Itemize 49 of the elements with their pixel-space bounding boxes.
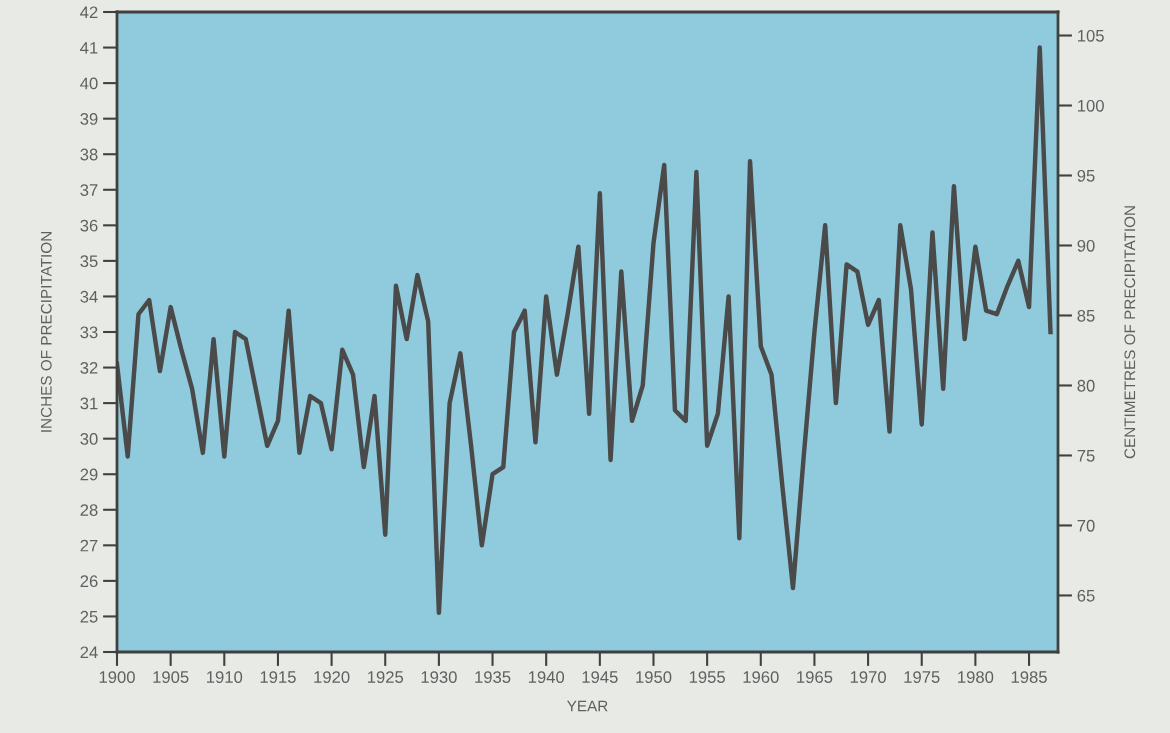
- x-tick-label: 1925: [367, 671, 404, 683]
- y2-tick-label: 65: [1077, 589, 1095, 602]
- y2-tick-label: 80: [1077, 379, 1095, 392]
- x-tick-label: 1965: [797, 671, 833, 683]
- x-tick-label: 1955: [689, 671, 725, 683]
- y-tick-label: 31: [80, 397, 98, 410]
- y-axis-title: INCHES OF PRECIPITATION: [40, 232, 52, 432]
- x-tick-label: 1980: [958, 671, 994, 683]
- y-tick-label: 38: [80, 148, 98, 161]
- y-tick-label: 28: [80, 504, 98, 516]
- y-tick-label: 32: [80, 361, 98, 374]
- x-axis-title: YEAR: [567, 700, 608, 712]
- x-tick-label: 1970: [850, 671, 886, 683]
- x-tick-label: 1960: [743, 671, 779, 683]
- x-tick-label: 1905: [153, 671, 189, 683]
- y2-tick-label: 105: [1078, 29, 1104, 42]
- x-tick-label: 1920: [314, 671, 350, 683]
- y-tick-label: 40: [80, 77, 98, 90]
- y-tick-label: 24: [80, 646, 98, 659]
- x-tick-label: 1935: [475, 671, 511, 683]
- x-tick-label: 1945: [582, 671, 618, 683]
- x-tick-label: 1975: [904, 671, 940, 683]
- x-tick-label: 1930: [421, 671, 457, 683]
- y-tick-label: 37: [80, 184, 98, 196]
- y2-tick-label: 95: [1077, 169, 1095, 182]
- y-tick-label: 25: [80, 610, 98, 623]
- x-tick-label: 1900: [99, 671, 135, 683]
- y-tick-label: 39: [80, 113, 98, 125]
- x-tick-label: 1915: [260, 671, 296, 683]
- y-tick-label: 42: [80, 6, 98, 19]
- y2-tick-label: 90: [1077, 239, 1095, 252]
- y-tick-label: 41: [80, 42, 98, 54]
- y-tick-label: 27: [80, 539, 98, 552]
- x-tick-label: 1910: [207, 671, 243, 683]
- x-tick-label: 1950: [636, 671, 672, 683]
- y2-axis-title: CENTIMETRES OF PRECIPITATION: [1124, 206, 1136, 459]
- y-tick-label: 35: [80, 255, 98, 268]
- y2-tick-label: 85: [1077, 309, 1095, 322]
- y2-tick-label: 75: [1077, 450, 1095, 462]
- y-tick-label: 33: [80, 326, 98, 339]
- y-tick-label: 29: [80, 468, 98, 481]
- x-tick-label: 1985: [1011, 671, 1047, 683]
- x-tick-label: 1940: [528, 671, 565, 683]
- y-tick-label: 36: [80, 219, 98, 232]
- y2-tick-label: 100: [1078, 99, 1104, 112]
- y-tick-label: 26: [80, 575, 98, 588]
- y-tick-label: 30: [80, 433, 98, 445]
- y2-tick-label: 70: [1077, 519, 1095, 532]
- y-tick-label: 34: [80, 290, 98, 303]
